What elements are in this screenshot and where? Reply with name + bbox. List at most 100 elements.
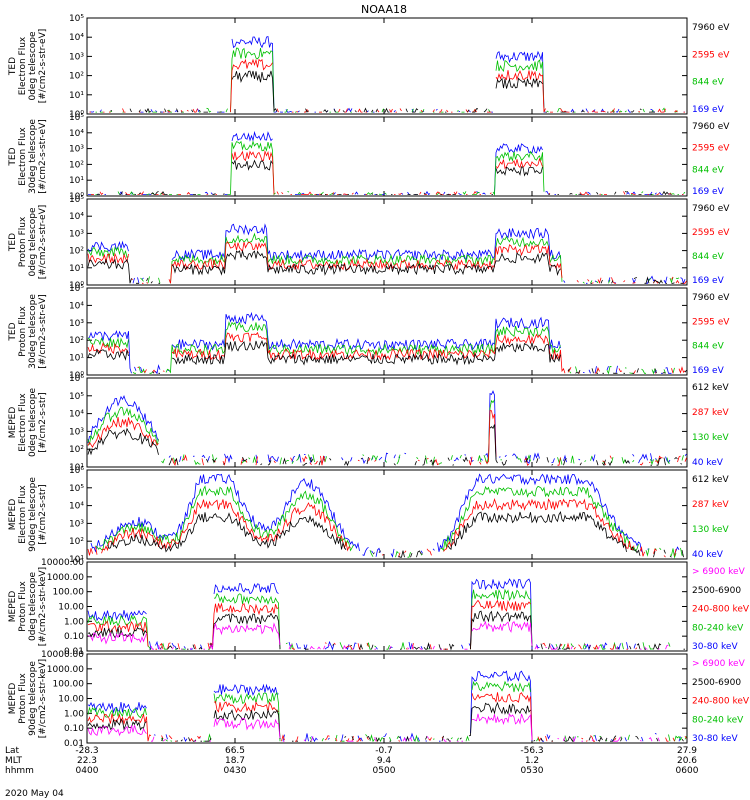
- y-tick-label: 10⁴: [69, 129, 84, 139]
- y-axis-label-line: Proton Flux: [18, 306, 28, 357]
- legend-2595-ev: 2595 eV: [692, 228, 730, 238]
- y-tick-label: 10¹: [69, 354, 84, 364]
- y-tick-label: 10³: [69, 427, 84, 437]
- y-axis-label-line: Proton Flux: [18, 673, 28, 724]
- y-axis-label-line: [#/cm2-s-str-eV]: [38, 294, 48, 369]
- y-axis-label-line: 90deg telescope: [28, 477, 38, 552]
- legend-612-kev: 612 keV: [692, 383, 729, 393]
- y-tick-label: 10¹: [69, 176, 84, 186]
- legend-240-800-kev: 240-800 keV: [692, 605, 750, 615]
- y-axis-label: TEDElectron Flux30deg telescope[#/cm2-s-…: [8, 119, 48, 194]
- legend-2500-6900: 2500-6900: [692, 678, 741, 688]
- y-tick-label: 10³: [69, 229, 84, 239]
- legend-30-80-kev: 30-80 keV: [692, 642, 738, 652]
- axis-value-hhmm: 0600: [676, 766, 699, 776]
- series-287-kev: [88, 499, 684, 557]
- y-axis-label-line: Electron Flux: [18, 36, 28, 95]
- y-tick-label: 10⁰: [69, 281, 84, 291]
- panel-2: 10⁰ 10¹ 10² 10³ 10⁴ 10⁵ TEDElectron Flux30deg …: [8, 113, 730, 202]
- y-axis-label-line: MEPED: [8, 499, 18, 531]
- legend-30-80-kev: 30-80 keV: [692, 734, 738, 744]
- panel-4: 10⁰ 10¹ 10² 10³ 10⁴ 10⁵ TEDProton Flux30deg te…: [8, 284, 730, 381]
- legend-40-kev: 40 keV: [692, 550, 724, 560]
- panel-frame: [86, 377, 688, 468]
- y-axis-label: MEPEDElectron Flux0deg telescope[#/cm2-s…: [8, 388, 48, 458]
- series-844-ev: [91, 140, 686, 196]
- axis-value-hhmm: 0530: [521, 766, 544, 776]
- y-tick-label: 0.10: [64, 724, 84, 734]
- series-169-ev: [88, 313, 685, 373]
- y-axis-label-line: Electron Flux: [18, 485, 28, 544]
- axis-value-lat: -56.3: [520, 746, 543, 756]
- y-tick-label: 10³: [69, 145, 84, 155]
- legend-240-800-kev: 240-800 keV: [692, 697, 750, 707]
- legend-844-ev: 844 eV: [692, 165, 725, 175]
- y-tick-label: 10⁵: [69, 113, 84, 123]
- y-tick-label: 10¹: [69, 463, 84, 473]
- y-axis-label: MEPEDElectron Flux90deg telescope[#/cm2-…: [8, 477, 48, 552]
- y-axis-label-line: MEPED: [8, 683, 18, 715]
- axis-value-mlt: 9.4: [377, 756, 392, 766]
- y-tick-label: 10²: [69, 72, 84, 82]
- series-844-ev: [88, 234, 687, 283]
- y-tick-label: 10⁰: [69, 371, 84, 381]
- y-axis-label-line: TED: [8, 233, 18, 252]
- legend-169-ev: 169 eV: [692, 366, 725, 376]
- y-tick-label: 10⁴: [69, 502, 84, 512]
- y-tick-label: 10.00: [58, 603, 84, 613]
- series-80-240-kev: [87, 680, 687, 743]
- y-tick-label: 100.00: [53, 588, 85, 598]
- y-tick-label: 10⁵: [69, 484, 84, 494]
- series-2500-6900: [87, 610, 685, 651]
- legend--6900-kev: > 6900 keV: [692, 659, 746, 669]
- axis-value-hhmm: 0400: [76, 766, 99, 776]
- axis-value-mlt: 1.2: [525, 756, 539, 766]
- legend-844-ev: 844 eV: [692, 78, 725, 88]
- axis-row-label-mlt: MLT: [5, 756, 23, 766]
- y-tick-label: 10⁴: [69, 410, 84, 420]
- y-tick-label: 10²: [69, 247, 84, 257]
- y-tick-label: 100.00: [53, 680, 85, 690]
- y-tick-label: 1000.00: [47, 665, 84, 675]
- series-7960-ev: [87, 249, 684, 284]
- y-tick-label: 10³: [69, 519, 84, 529]
- y-axis-label-line: 90deg telescope: [28, 661, 38, 736]
- y-tick-label: 10²: [69, 336, 84, 346]
- panel-frame: [86, 561, 688, 652]
- y-axis-label-line: 30deg telescope: [28, 119, 38, 194]
- series-169-ev: [87, 223, 686, 285]
- series-130-kev: [87, 399, 684, 466]
- axis-value-mlt: 18.7: [225, 756, 245, 766]
- y-tick-label: 0.01: [64, 647, 84, 657]
- y-tick-label: 10⁵: [69, 14, 84, 24]
- y-axis-label-line: [#/cm2-s-str-keV]: [38, 659, 48, 738]
- legend-169-ev: 169 eV: [692, 105, 725, 115]
- y-tick-label: 10¹: [69, 264, 84, 274]
- y-axis-label-line: 0deg telescope: [28, 31, 38, 101]
- y-tick-label: 10000.00: [41, 558, 84, 568]
- y-axis-label: TEDElectron Flux0deg telescope[#/cm2-s-s…: [8, 29, 48, 104]
- axis-value-lat: -28.3: [75, 746, 98, 756]
- y-axis-label-line: [#/cm2-s-str-keV]: [38, 567, 48, 646]
- panel-frame: [86, 469, 688, 560]
- y-tick-label: 1000.00: [47, 573, 84, 583]
- y-axis-label-line: Proton Flux: [18, 581, 28, 632]
- legend-844-ev: 844 eV: [692, 342, 725, 352]
- y-tick-label: 10⁶: [69, 466, 84, 476]
- y-tick-label: 10000.00: [41, 650, 84, 660]
- series-2595-ev: [89, 58, 685, 113]
- legend-7960-ev: 7960 eV: [692, 122, 730, 132]
- y-tick-label: 10⁰: [69, 192, 84, 202]
- y-tick-label: 0.01: [64, 739, 84, 749]
- legend-612-kev: 612 keV: [692, 475, 729, 485]
- legend-80-240-kev: 80-240 keV: [692, 623, 744, 633]
- legend-287-kev: 287 keV: [692, 500, 729, 510]
- y-axis-label-line: 0deg telescope: [28, 572, 38, 642]
- y-axis-label-line: MEPED: [8, 407, 18, 439]
- series-169-ev: [88, 130, 684, 195]
- axis-value-lat: -0.7: [375, 746, 393, 756]
- y-tick-label: 10²: [69, 445, 84, 455]
- axis-value-lat: 66.5: [225, 746, 245, 756]
- axis-row-label-lat: Lat: [5, 746, 20, 756]
